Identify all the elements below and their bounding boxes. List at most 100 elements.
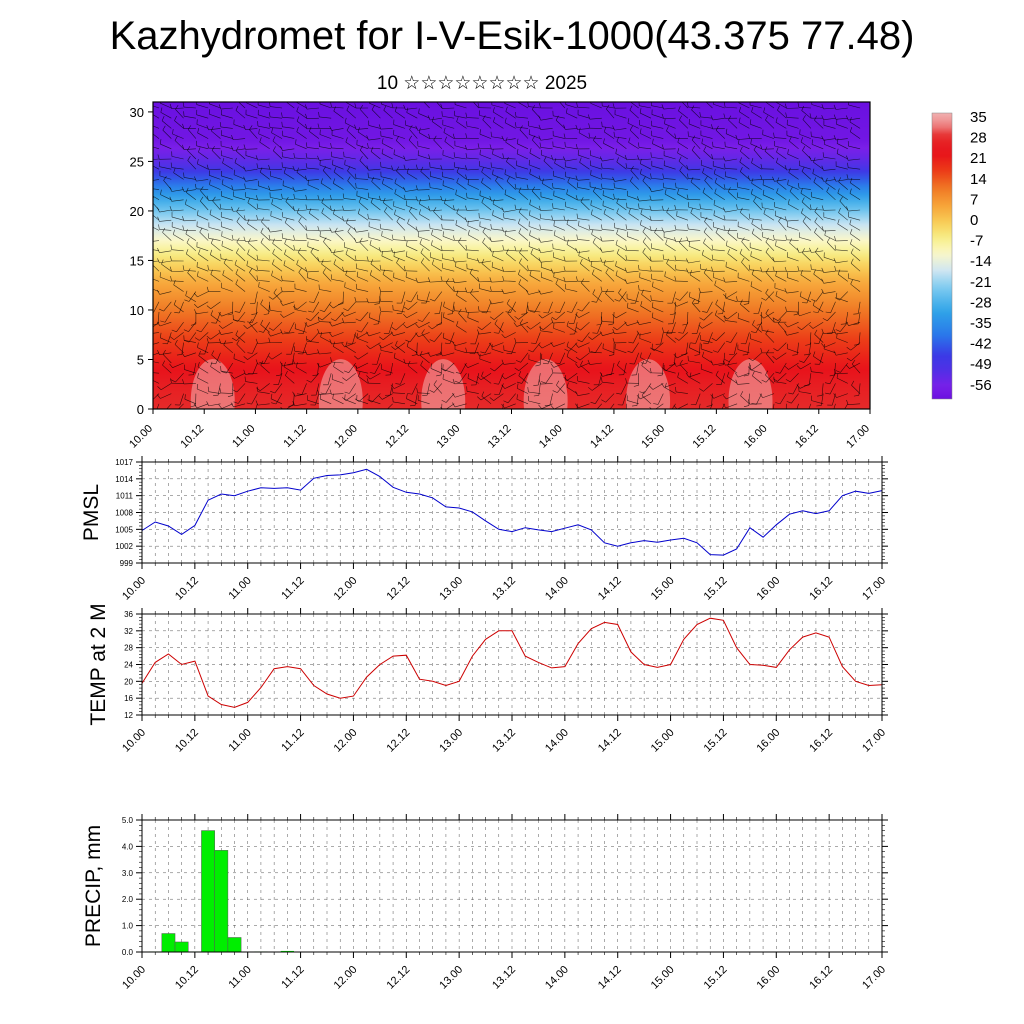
wind-barb-feather (846, 399, 849, 405)
wind-barbs-overlay (146, 102, 861, 417)
wind-barb-feather (146, 326, 150, 329)
wind-barb-feather (271, 402, 277, 405)
colorbar-label: 35 (970, 109, 987, 126)
wind-barb-feather (702, 311, 708, 313)
wind-barb (774, 287, 787, 292)
wind-barb (590, 174, 602, 180)
precip-bar (174, 941, 189, 953)
wind-barb (159, 219, 172, 222)
wind-barb (823, 216, 836, 221)
wind-barb (555, 120, 566, 129)
wind-barb-feather (538, 289, 542, 295)
wind-barb-feather (784, 323, 788, 328)
wind-barb (701, 164, 713, 170)
wind-barb-feather (851, 359, 856, 365)
wind-barb (712, 117, 725, 121)
wind-barb-feather (846, 174, 849, 180)
wind-barb-feather (173, 280, 176, 285)
wind-barb-feather (304, 350, 308, 355)
wind-barb (481, 396, 492, 405)
wind-barb (270, 197, 283, 201)
wind-barb (700, 116, 713, 119)
wind-barb-feather (493, 332, 499, 334)
wind-barb (356, 195, 369, 201)
wind-barb-feather (679, 115, 683, 121)
wind-barb (368, 138, 381, 141)
wind-barb (779, 362, 787, 374)
wind-barb (505, 111, 516, 119)
wind-barb-feather (420, 166, 424, 172)
wind-barb-feather (255, 359, 259, 365)
wind-barb (663, 259, 676, 262)
wind-barb-feather (850, 279, 853, 285)
wind-barb (677, 193, 689, 201)
wind-barb-feather (809, 156, 812, 161)
wind-barb (430, 257, 442, 262)
wind-barb (518, 375, 529, 384)
wind-barb-feather (600, 236, 603, 242)
wind-barb-feather (563, 124, 566, 130)
wind-barb-feather (280, 329, 283, 335)
wind-barb-feather (505, 311, 511, 313)
x-tick-label: 11.12 (279, 575, 306, 602)
wind-barb (466, 391, 479, 394)
wind-barb (811, 371, 824, 374)
wind-barb-feather (740, 146, 743, 152)
wind-barb (823, 156, 836, 160)
wind-barb (642, 231, 652, 241)
wind-barb-feather (539, 326, 544, 331)
wind-barb (775, 102, 787, 109)
wind-barb (466, 168, 479, 171)
wind-barb (183, 219, 196, 222)
wind-barb (233, 148, 246, 151)
wind-barb-feather (736, 204, 738, 210)
wind-barb-feather (812, 300, 816, 306)
wind-barb (178, 301, 184, 314)
wind-barb (417, 392, 430, 394)
wind-barb (640, 393, 652, 400)
wind-barb-feather (382, 178, 384, 184)
wind-barb (247, 321, 258, 329)
wind-barb (327, 373, 332, 385)
wind-barb (159, 276, 172, 282)
wind-barb-feather (455, 189, 457, 195)
wind-barb (541, 342, 553, 349)
wind-barb (381, 368, 393, 374)
wind-barb-feather (765, 268, 769, 273)
wind-barb (210, 254, 221, 262)
wind-barb (737, 383, 750, 385)
wind-barb-feather (194, 309, 197, 314)
y-tick-label: 20 (124, 677, 133, 686)
x-tick-label: 12.00 (332, 575, 360, 603)
wind-barb (419, 203, 430, 211)
wind-barb (787, 321, 799, 328)
wind-barb-feather (436, 416, 441, 417)
wind-barb-feather (489, 247, 492, 253)
wind-barb-feather (588, 387, 593, 391)
wind-barb (691, 109, 701, 119)
wind-barb (467, 378, 479, 384)
wind-barb (663, 107, 676, 110)
wind-barb (406, 311, 418, 319)
wind-barb-feather (218, 324, 223, 329)
wind-barb (715, 375, 726, 384)
wind-barb-feather (824, 382, 830, 385)
wind-barb-feather (406, 393, 408, 399)
wind-barb-feather (198, 350, 201, 356)
wind-barb-feather (219, 121, 222, 128)
wind-barb-feather (187, 156, 191, 161)
wind-barb (418, 113, 430, 119)
wind-barb-feather (492, 107, 495, 113)
x-tick-label: 12.12 (384, 964, 412, 992)
wind-barb-feather (615, 261, 617, 267)
wind-barb-feather (206, 401, 209, 407)
wind-barb-feather (596, 323, 602, 326)
wind-barb (664, 276, 676, 282)
wind-barb-feather (305, 113, 308, 119)
wind-barb (369, 372, 381, 380)
wind-barb-feather (689, 270, 692, 276)
wind-barb (381, 103, 393, 109)
wind-barb-feather (784, 103, 787, 109)
wind-barb-feather (248, 238, 251, 244)
wind-barb (480, 393, 492, 401)
